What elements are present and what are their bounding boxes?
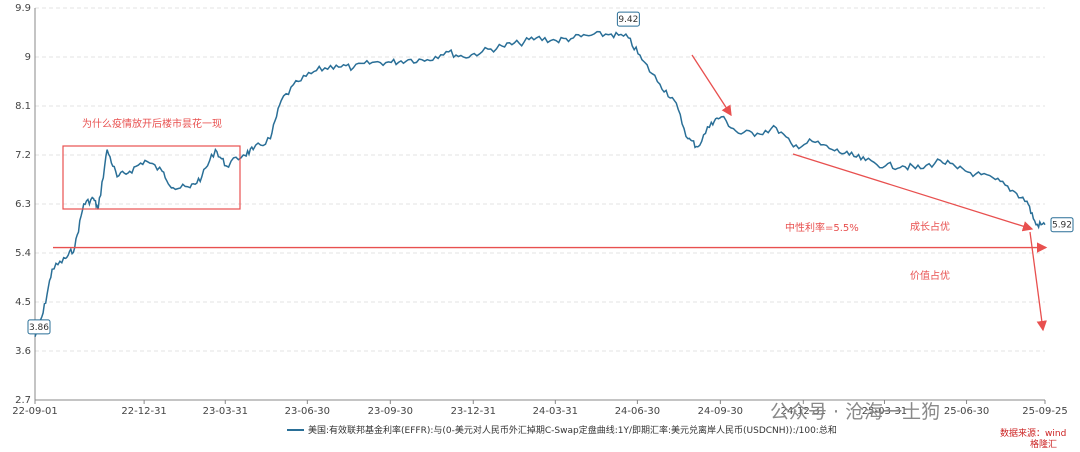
end-value-label: 5.92 xyxy=(1052,221,1072,231)
start-value-label: 3.86 xyxy=(29,323,49,333)
annotation-value: 价值占优 xyxy=(910,269,950,282)
legend-label: 美国:有效联邦基金利率(EFFR):与(0-美元对人民币外汇掉期C-Swap定盘… xyxy=(308,424,837,436)
x-tick-label: 25-06-30 xyxy=(944,406,989,417)
y-tick-label: 9 xyxy=(25,52,31,63)
y-tick-label: 6.3 xyxy=(15,199,31,210)
highlight-box xyxy=(62,145,241,210)
max-value-label: 9.42 xyxy=(618,15,638,25)
drop-arrow xyxy=(1029,231,1047,332)
gridlines xyxy=(35,7,1045,352)
corner-logo: 格隆汇 xyxy=(1030,438,1057,450)
y-axis: 2.7 3.6 4.5 5.4 6.3 7.2 8.1 9 9.9 xyxy=(15,3,36,406)
series-line xyxy=(34,30,1046,338)
x-tick-label: 23-09-30 xyxy=(368,406,413,417)
start-value-label-box xyxy=(27,319,51,335)
max-value-label-box xyxy=(616,11,640,27)
annotation-housing: 为什么疫情放开后楼市昙花一现 xyxy=(82,117,222,130)
value-labels: 9.42 3.86 5.92 xyxy=(27,11,1074,335)
x-axis: 22-09-01 22-12-31 23-03-31 23-06-30 23-09-30… xyxy=(12,399,1068,417)
x-tick-label: 23-03-31 xyxy=(203,406,248,417)
x-tick-label: 25-09-25 xyxy=(1022,406,1067,417)
x-tick-label: 24-03-31 xyxy=(533,406,578,417)
x-tick-label: 22-09-01 xyxy=(12,406,57,417)
y-tick-label: 4.5 xyxy=(15,297,31,308)
annotation-neutral-rate: 中性利率=5.5% xyxy=(785,221,859,234)
x-tick-label: 24-12-31 xyxy=(781,406,826,417)
x-tick-label: 23-06-30 xyxy=(285,406,330,417)
legend: 美国:有效联邦基金利率(EFFR):与(0-美元对人民币外汇掉期C-Swap定盘… xyxy=(287,424,837,436)
decline-arrow xyxy=(691,54,732,117)
x-tick-label: 23-12-31 xyxy=(451,406,496,417)
trend-arrow xyxy=(792,153,1034,232)
end-value-label-box xyxy=(1050,217,1074,233)
x-tick-label: 22-12-31 xyxy=(121,406,166,417)
annotation-growth: 成长占优 xyxy=(910,220,950,233)
watermark: 公众号 · 沧海一土狗 xyxy=(770,401,940,423)
y-tick-label: 9.9 xyxy=(15,3,31,14)
y-tick-label: 5.4 xyxy=(15,248,31,259)
y-tick-label: 3.6 xyxy=(15,346,31,357)
x-tick-label: 24-09-30 xyxy=(698,406,743,417)
y-tick-label: 8.1 xyxy=(15,101,31,112)
x-tick-label: 25-03-31 xyxy=(862,406,907,417)
x-tick-label: 24-06-30 xyxy=(615,406,660,417)
y-tick-label: 2.7 xyxy=(15,395,31,406)
y-tick-label: 7.2 xyxy=(15,150,31,161)
source-label: 数据来源：wind xyxy=(1000,427,1066,439)
